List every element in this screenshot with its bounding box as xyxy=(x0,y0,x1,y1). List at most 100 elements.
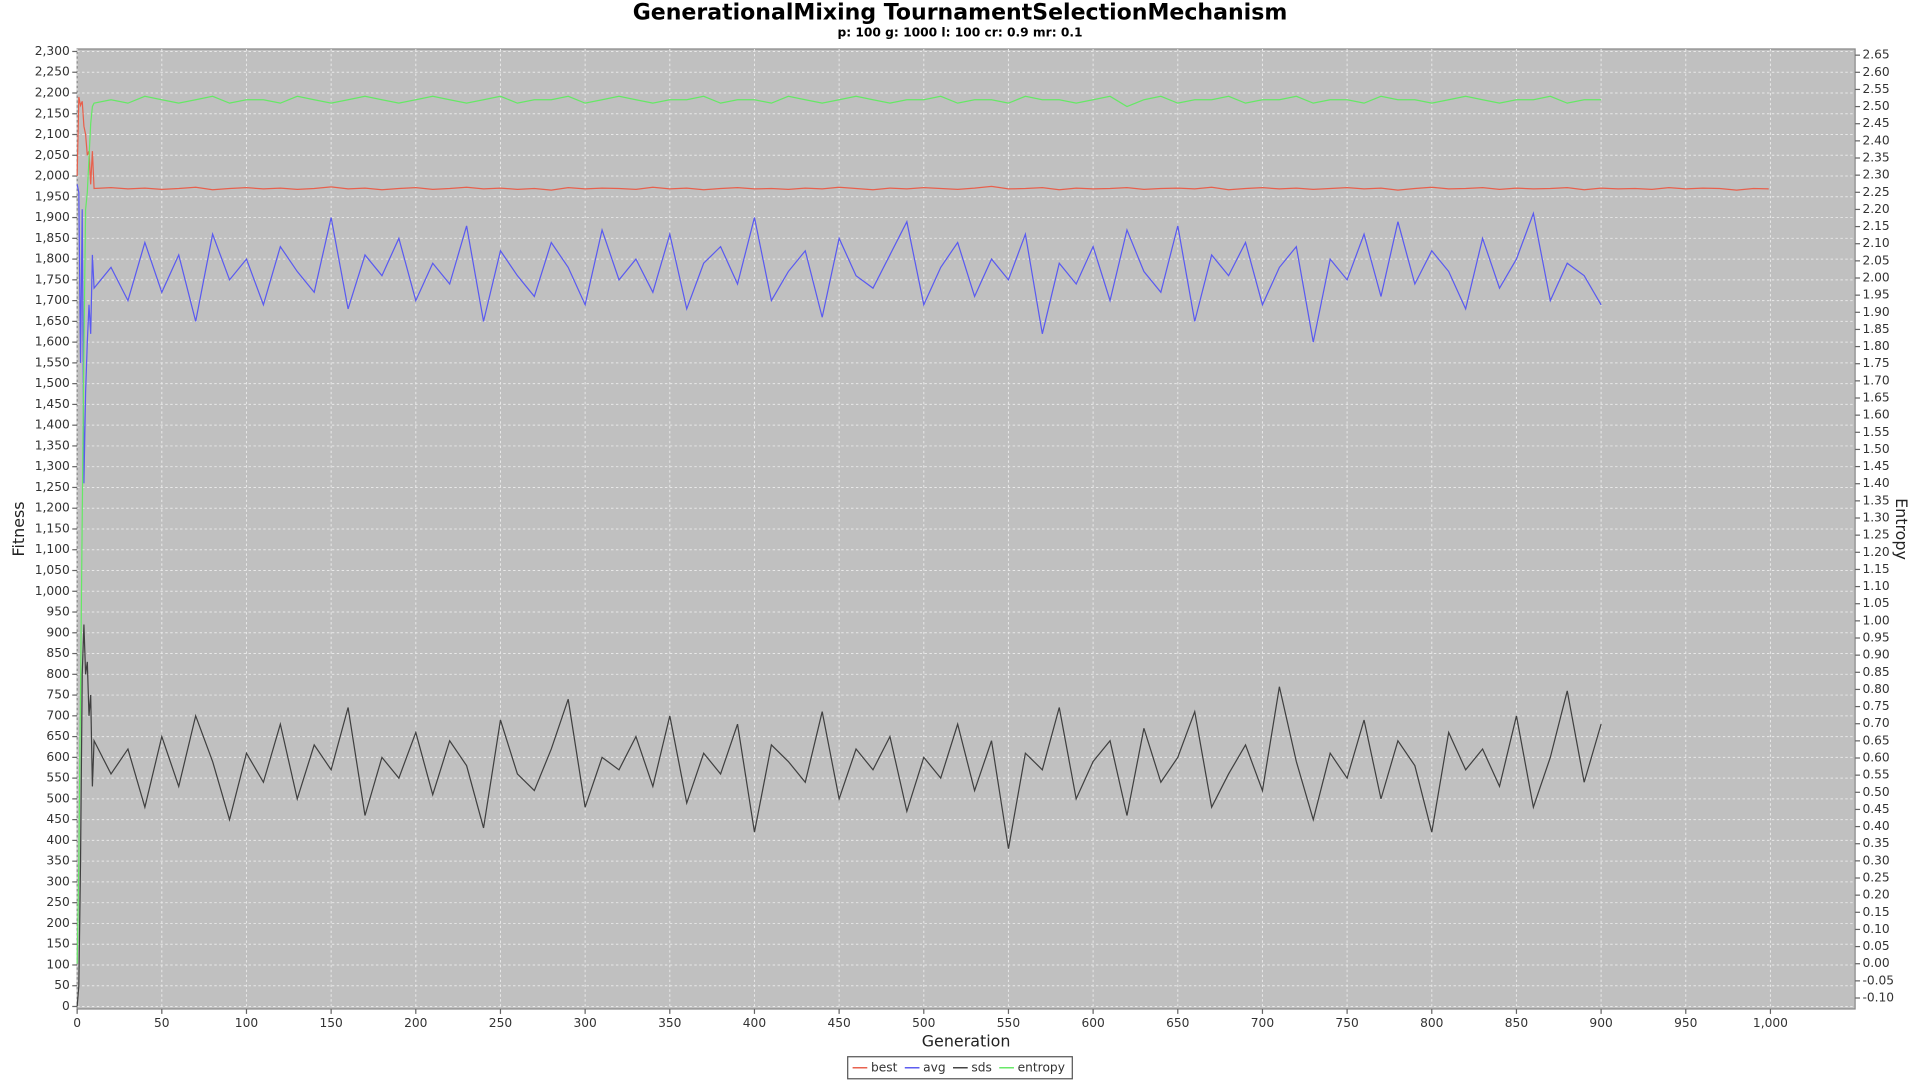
y-tick-label: 700 xyxy=(46,708,69,722)
y-tick-label: 600 xyxy=(46,750,69,764)
x-tick-label: 200 xyxy=(404,1016,427,1030)
x-tick-label: 350 xyxy=(658,1016,681,1030)
y-tick-label: 950 xyxy=(46,605,69,619)
y2-tick-label: 0.30 xyxy=(1862,853,1889,867)
y2-tick-label: 1.60 xyxy=(1862,408,1889,422)
x-tick-label: 850 xyxy=(1505,1016,1528,1030)
y-tick-label: 1,850 xyxy=(35,231,70,245)
y2-tick-label: 1.50 xyxy=(1862,442,1889,456)
y-tick-label: 1,900 xyxy=(35,210,70,224)
legend-label: entropy xyxy=(1018,1060,1065,1074)
y2-tick-label: 1.05 xyxy=(1862,596,1889,610)
x-tick-label: 500 xyxy=(912,1016,935,1030)
y2-tick-label: 0.10 xyxy=(1862,922,1889,936)
y2-tick-label: 0.05 xyxy=(1862,939,1889,953)
y2-tick-label: 2.45 xyxy=(1862,116,1889,130)
y2-tick-label: 0.60 xyxy=(1862,751,1889,765)
y2-tick-label: 1.90 xyxy=(1862,305,1889,319)
y-tick-label: 900 xyxy=(46,625,69,639)
x-axis-label: Generation xyxy=(922,1032,1011,1051)
y-tick-label: 1,100 xyxy=(35,542,70,556)
y2-tick-label: 1.30 xyxy=(1862,511,1889,525)
y-axis-label: Fitness xyxy=(9,501,28,556)
y-tick-label: 2,150 xyxy=(35,106,70,120)
y-tick-label: 2,100 xyxy=(35,127,70,141)
y2-tick-label: 1.55 xyxy=(1862,425,1889,439)
y-tick-label: 1,000 xyxy=(35,584,70,598)
y2-tick-label: 0.75 xyxy=(1862,699,1889,713)
y-tick-label: 2,050 xyxy=(35,148,70,162)
y-tick-label: 350 xyxy=(46,854,69,868)
y-tick-label: 750 xyxy=(46,688,69,702)
y-tick-label: 1,300 xyxy=(35,459,70,473)
y-tick-label: 1,200 xyxy=(35,501,70,515)
y-tick-label: 1,550 xyxy=(35,355,70,369)
y2-tick-label: 2.25 xyxy=(1862,185,1889,199)
y2-tick-label: 1.00 xyxy=(1862,613,1889,627)
y2-tick-label: 1.85 xyxy=(1862,322,1889,336)
legend-label: best xyxy=(871,1060,898,1074)
y-tick-label: 2,250 xyxy=(35,65,70,79)
x-tick-label: 600 xyxy=(1081,1016,1104,1030)
x-tick-label: 400 xyxy=(743,1016,766,1030)
x-tick-label: 50 xyxy=(154,1016,170,1030)
y2-tick-label: 2.55 xyxy=(1862,82,1889,96)
y-tick-label: 1,350 xyxy=(35,438,70,452)
y2-tick-label: 1.15 xyxy=(1862,562,1889,576)
y2-tick-label: 1.65 xyxy=(1862,391,1889,405)
x-tick-label: 700 xyxy=(1251,1016,1274,1030)
y-tick-label: 1,650 xyxy=(35,314,70,328)
y-tick-label: 0 xyxy=(62,999,70,1013)
y2-tick-label: 0.15 xyxy=(1862,905,1889,919)
y-tick-label: 2,200 xyxy=(35,85,70,99)
series-line xyxy=(76,184,1602,484)
y-tick-label: 1,450 xyxy=(35,397,70,411)
y2-tick-label: 0.85 xyxy=(1862,665,1889,679)
y2-tick-label: 0.50 xyxy=(1862,785,1889,799)
y2-tick-label: 1.80 xyxy=(1862,339,1889,353)
chart-title: GenerationalMixing TournamentSelectionMe… xyxy=(633,0,1288,25)
x-tick-label: 1,000 xyxy=(1753,1016,1788,1030)
y2-tick-label: 2.00 xyxy=(1862,271,1889,285)
y2-tick-label: 2.50 xyxy=(1862,99,1889,113)
y2-tick-label: 1.10 xyxy=(1862,579,1889,593)
y-tick-label: 1,700 xyxy=(35,293,70,307)
x-tick-label: 900 xyxy=(1589,1016,1612,1030)
y2-tick-label: 0.45 xyxy=(1862,802,1889,816)
y2-tick-label: 0.65 xyxy=(1862,733,1889,747)
y2-tick-label: -0.10 xyxy=(1862,991,1894,1005)
y-tick-label: 1,050 xyxy=(35,563,70,577)
y2-tick-label: 2.10 xyxy=(1862,236,1889,250)
y-tick-label: 1,750 xyxy=(35,272,70,286)
y-tick-label: 1,950 xyxy=(35,189,70,203)
y-tick-label: 1,600 xyxy=(35,335,70,349)
y-tick-label: 850 xyxy=(46,646,69,660)
y2-tick-label: 1.75 xyxy=(1862,356,1889,370)
x-tick-label: 750 xyxy=(1335,1016,1358,1030)
y2-tick-label: 2.15 xyxy=(1862,219,1889,233)
y-tick-label: 150 xyxy=(46,937,69,951)
y2-tick-label: 1.40 xyxy=(1862,476,1889,490)
x-tick-label: 300 xyxy=(573,1016,596,1030)
x-tick-label: 150 xyxy=(319,1016,342,1030)
y-tick-label: 2,000 xyxy=(35,169,70,183)
y2-tick-label: 2.05 xyxy=(1862,253,1889,267)
chart-subtitle: p: 100 g: 1000 l: 100 cr: 0.9 mr: 0.1 xyxy=(837,26,1082,40)
y2-tick-label: -0.05 xyxy=(1862,973,1894,987)
y-tick-label: 400 xyxy=(46,833,69,847)
y2-tick-label: 1.70 xyxy=(1862,373,1889,387)
x-tick-label: 550 xyxy=(997,1016,1020,1030)
y2-tick-label: 2.40 xyxy=(1862,133,1889,147)
y2-tick-label: 1.35 xyxy=(1862,493,1889,507)
y-tick-label: 1,400 xyxy=(35,418,70,432)
y2-tick-label: 0.90 xyxy=(1862,648,1889,662)
y2-tick-label: 0.00 xyxy=(1862,956,1889,970)
y-tick-label: 1,150 xyxy=(35,521,70,535)
y-tick-label: 250 xyxy=(46,895,69,909)
legend-label: sds xyxy=(971,1060,992,1074)
y-tick-label: 1,800 xyxy=(35,252,70,266)
y-tick-label: 1,250 xyxy=(35,480,70,494)
y-tick-label: 650 xyxy=(46,729,69,743)
y2-tick-label: 0.25 xyxy=(1862,871,1889,885)
